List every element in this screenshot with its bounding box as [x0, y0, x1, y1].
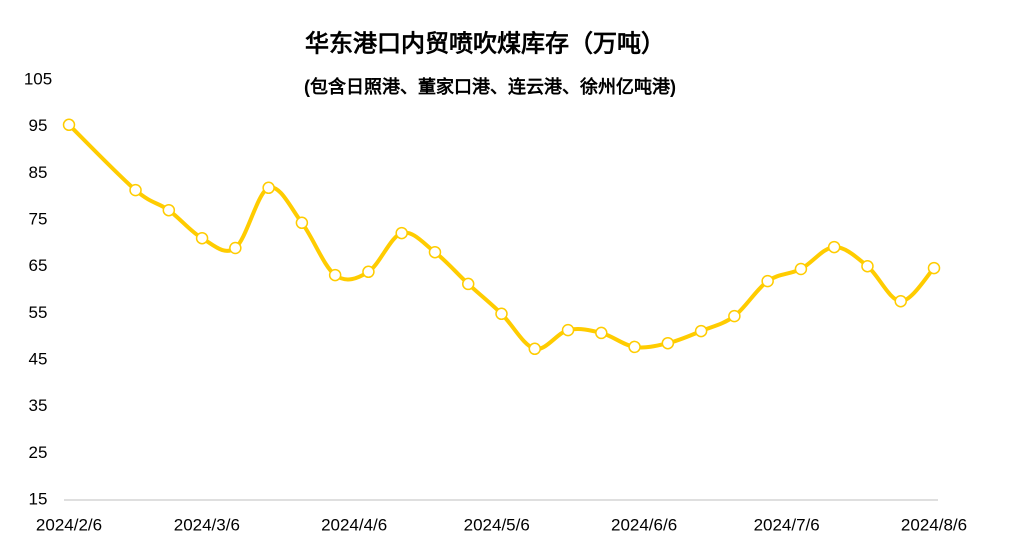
data-point [262, 181, 275, 195]
data-point [794, 262, 808, 276]
chart-subtitle: (包含日照港、董家口港、连云港、徐州亿吨港) [304, 76, 676, 97]
data-point [362, 265, 375, 279]
x-tick-label: 2024/2/6 [36, 515, 102, 534]
data-point [628, 340, 641, 354]
y-tick-label: 105 [24, 69, 52, 88]
x-tick-label: 2024/3/6 [174, 515, 240, 534]
data-point [129, 183, 142, 197]
data-point [295, 216, 309, 230]
y-tick-label: 55 [29, 303, 48, 322]
y-tick-label: 35 [29, 396, 48, 415]
data-point [328, 268, 342, 282]
data-point [694, 324, 708, 338]
x-tick-label: 2024/8/6 [901, 515, 967, 534]
data-point [528, 342, 542, 356]
y-tick-label: 95 [29, 116, 48, 135]
data-point [927, 261, 941, 275]
data-point [195, 231, 209, 245]
x-tick-label: 2024/4/6 [321, 515, 387, 534]
data-point [428, 245, 442, 259]
data-point [495, 307, 508, 321]
data-point [62, 118, 76, 132]
y-tick-label: 45 [29, 349, 48, 368]
data-point [395, 226, 408, 240]
y-tick-label: 15 [29, 489, 48, 508]
data-point [229, 241, 242, 255]
y-tick-label: 65 [29, 256, 48, 275]
x-tick-label: 2024/6/6 [611, 515, 677, 534]
chart-title: 华东港口内贸喷吹煤库存（万吨） [305, 29, 665, 57]
data-point [595, 326, 608, 340]
data-point [827, 240, 841, 254]
data-point [728, 309, 741, 323]
x-tick-label: 2024/5/6 [464, 515, 530, 534]
data-point [894, 294, 907, 308]
y-tick-label: 25 [29, 443, 48, 462]
data-point [761, 274, 774, 288]
data-point [661, 336, 675, 350]
data-point [162, 203, 176, 217]
y-tick-label: 75 [29, 209, 48, 228]
y-tick-label: 85 [29, 163, 48, 182]
data-point [561, 323, 575, 337]
data-point [861, 259, 874, 273]
x-tick-label: 2024/7/6 [754, 515, 820, 534]
data-point [461, 277, 475, 291]
